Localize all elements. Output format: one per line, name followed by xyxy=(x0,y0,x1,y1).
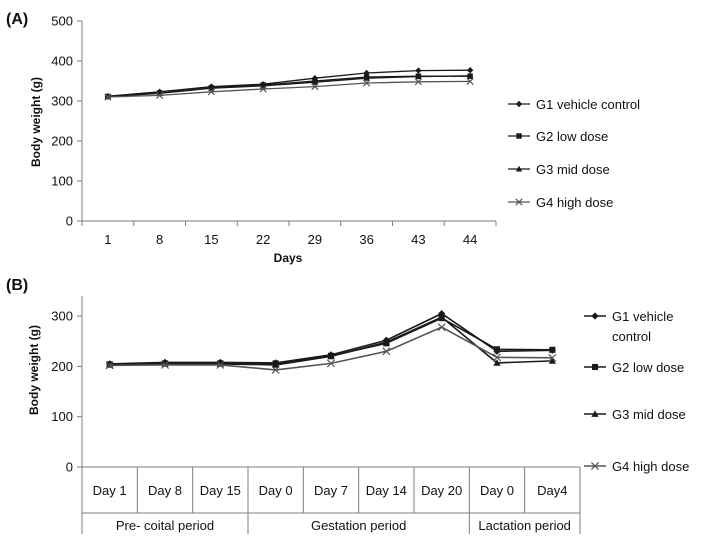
series-line xyxy=(107,69,471,97)
y-tick-label: 300 xyxy=(51,309,73,324)
data-point xyxy=(271,365,280,374)
data-point xyxy=(363,75,370,81)
legend-marker xyxy=(590,461,600,471)
data-point xyxy=(327,352,335,360)
x-tick-label: Day 1 xyxy=(93,483,127,498)
x-tick-label: Day4 xyxy=(537,483,567,498)
legend-marker xyxy=(515,165,523,172)
x-tick-label: 8 xyxy=(156,232,163,247)
data-point xyxy=(272,361,280,368)
y-tick-label: 400 xyxy=(51,54,73,69)
data-point xyxy=(548,353,557,362)
legend-label: G4 high dose xyxy=(536,195,613,210)
x-tick-label: 15 xyxy=(204,232,218,247)
data-point xyxy=(548,357,556,364)
data-point xyxy=(160,360,170,369)
y-tick-label: 100 xyxy=(51,174,73,189)
x-tick-label: Day 0 xyxy=(259,483,293,498)
panel-a-y-axis-title: Body weight (g) xyxy=(29,77,43,167)
data-point xyxy=(493,346,501,353)
legend-marker xyxy=(516,133,522,139)
x-tick-label: 44 xyxy=(463,232,477,247)
data-point xyxy=(493,359,501,366)
series-line xyxy=(107,80,471,98)
legend-label-line: control xyxy=(612,329,651,344)
x-group-label: Gestation period xyxy=(311,518,406,533)
legend-label-line: G1 vehicle xyxy=(612,309,673,324)
y-tick-label: 0 xyxy=(66,214,73,229)
y-tick-label: 200 xyxy=(51,359,73,374)
data-point xyxy=(549,346,556,353)
panel-b-y-axis-title: Body weight (g) xyxy=(27,325,41,415)
x-tick-label: Day 8 xyxy=(148,483,182,498)
x-tick-label: Day 7 xyxy=(314,483,348,498)
data-point xyxy=(363,79,371,87)
y-tick-label: 300 xyxy=(51,94,73,109)
legend-label: G1 vehicle control xyxy=(536,97,640,112)
panel-a-chart: 0 100 200 300 400 500 1 8 15 22 29 36 43 44 G1 vehicle… xyxy=(51,14,640,248)
data-point xyxy=(207,88,215,96)
data-point xyxy=(415,67,422,74)
legend-label: G2 low dose xyxy=(536,129,608,144)
panel-a-x-axis-title: Days xyxy=(274,251,303,265)
y-tick-label: 200 xyxy=(51,134,73,149)
x-tick-label: 43 xyxy=(411,232,425,247)
data-point xyxy=(466,72,474,79)
x-tick-label: Day 0 xyxy=(480,483,514,498)
x-tick-label: Day 20 xyxy=(421,483,462,498)
y-tick-label: 500 xyxy=(51,14,73,29)
legend-label: G3 mid dose xyxy=(536,162,610,177)
data-point xyxy=(311,79,319,85)
legend-marker xyxy=(591,410,599,417)
data-point xyxy=(466,77,474,86)
legend-marker xyxy=(515,198,523,206)
x-tick-label: Day 15 xyxy=(200,483,241,498)
legend-label: G1 vehicle control xyxy=(612,309,673,344)
legend-marker xyxy=(515,100,523,108)
data-point xyxy=(216,360,225,369)
legend-label: G3 mid dose xyxy=(612,407,686,422)
panel-a-label: (A) xyxy=(6,11,28,28)
data-point xyxy=(208,85,215,91)
panel-b-chart: 0 100 200 300 Day 1 Day 8 Day 15 Day 0 Day 7 Day … xyxy=(51,296,689,534)
data-point xyxy=(382,347,391,356)
data-point xyxy=(326,359,336,368)
data-point xyxy=(104,93,112,101)
x-tick-label: 22 xyxy=(256,232,270,247)
legend-marker xyxy=(591,312,599,320)
data-point xyxy=(105,361,114,370)
data-point xyxy=(259,85,267,93)
data-point xyxy=(466,67,474,74)
x-tick-label: 29 xyxy=(308,232,322,247)
data-point xyxy=(415,73,422,80)
x-tick-label: 1 xyxy=(104,232,111,247)
y-tick-label: 100 xyxy=(51,409,73,424)
x-group-label: Pre- coital period xyxy=(116,518,214,533)
data-point xyxy=(492,353,502,362)
x-tick-label: 36 xyxy=(359,232,373,247)
y-tick-label: 0 xyxy=(66,460,73,475)
series-line xyxy=(107,75,471,98)
data-point xyxy=(382,338,390,346)
data-point xyxy=(438,313,446,321)
x-group-label: Lactation period xyxy=(478,518,571,533)
data-point xyxy=(311,75,319,82)
legend-label: G2 low dose xyxy=(612,360,684,375)
legend-marker xyxy=(591,363,599,371)
x-tick-label: Day 14 xyxy=(366,483,407,498)
legend-label: G4 high dose xyxy=(612,459,689,474)
data-point xyxy=(437,323,446,332)
data-point xyxy=(311,82,319,91)
panel-b-label: (B) xyxy=(6,277,28,294)
data-point xyxy=(156,91,164,100)
data-point xyxy=(414,78,422,86)
